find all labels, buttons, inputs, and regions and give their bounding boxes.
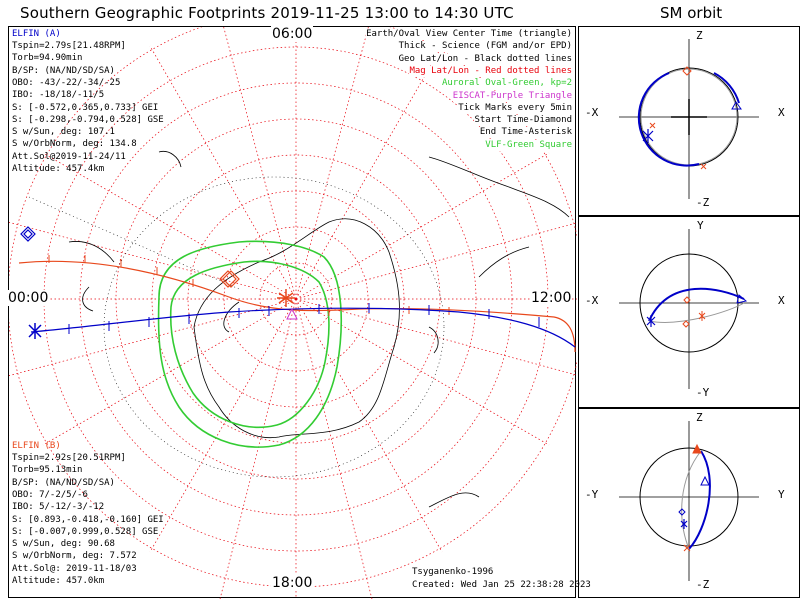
orbit-yz-plot xyxy=(619,421,759,581)
elfin-a-line: S: [-0.298,-0.794,0.528] GSE xyxy=(12,114,164,125)
orbit-yz-top-label: Z xyxy=(696,411,703,424)
model-credit: Tsyganenko-1996 xyxy=(412,567,494,577)
elfin-a-ticks xyxy=(68,303,540,334)
orbit-yz-right-label: Y xyxy=(778,488,785,501)
elfin-a-line: S w/OrbNorm, deg: 134.8 xyxy=(12,139,137,150)
elfin-a-line: S w/Sun, deg: 107.1 xyxy=(12,127,115,138)
legend-entry: Thick - Science (FGM and/or EPD) xyxy=(398,41,572,53)
eiscat-triangle xyxy=(286,307,298,320)
clock-label-left: 00:00 xyxy=(7,290,50,306)
elfin-a-start-diamond xyxy=(20,226,36,242)
elfin-a-line: Altitude: 457.4km xyxy=(12,164,105,174)
orbit-panel-xy: Y -Y -X X xyxy=(578,216,800,408)
elfin-b-line: S w/Sun, deg: 90.68 xyxy=(12,539,115,550)
elfin-b-line: B/SP: (NA/ND/SD/SA) xyxy=(12,477,115,488)
orbit-xz-left-label: -X xyxy=(585,106,599,119)
orbit-xy-bottom-label: -Y xyxy=(696,386,710,399)
orbit-xz-plot xyxy=(619,39,759,199)
elfin-a-line: S: [-0.572,0.365,0.733] GEI xyxy=(12,102,159,113)
elfin-a-title: ELFIN (A) xyxy=(12,29,61,39)
orbit-xy-right-label: X xyxy=(778,294,785,307)
page-title: Southern Geographic Footprints 2019-11-2… xyxy=(20,4,514,22)
legend-entry: Auroral Oval-Green, kp=2 xyxy=(441,78,572,90)
orbit-panel-yz: Z -Z -Y Y xyxy=(578,408,800,598)
elfin-b-title: ELFIN (B) xyxy=(12,441,61,451)
legend-entry: Earth/Oval View Center Time (triangle) xyxy=(366,29,572,40)
elfin-b-line: IBO: 5/-12/-3/-12 xyxy=(12,502,105,513)
legend-entry: Start Time-Diamond xyxy=(474,115,572,127)
elfin-a-line: Tspin=2.79s[21.48RPM] xyxy=(12,41,126,51)
elfin-a-line: OBO: -43/-22/-34/-25 xyxy=(12,77,121,88)
orbit-xz-top-label: Z xyxy=(696,29,703,42)
legend-entry: VLF-Green Square xyxy=(485,139,572,151)
geo-grid xyxy=(28,176,445,478)
mag-lon-lines xyxy=(9,27,577,599)
legend-entry: EISCAT-Purple Triangle xyxy=(452,90,572,102)
elfin-b-line: Att.Sol@: 2019-11-18/03 xyxy=(12,563,137,574)
orbit-xy-left-label: -X xyxy=(585,294,599,307)
orbit-xy-plot xyxy=(619,229,759,389)
orbit-panel-title: SM orbit xyxy=(660,4,723,22)
orbit-xz-right-label: X xyxy=(778,106,785,119)
legend-entry: Geo Lat/Lon - Black dotted lines xyxy=(398,53,572,65)
elfin-a-line: Att.Sol@2019-11-24/11 xyxy=(12,151,126,162)
orbit-panel-xz: Z -Z -X X xyxy=(578,26,800,216)
elfin-b-line: Altitude: 457.0km xyxy=(12,576,105,586)
elfin-b-line: Tspin=2.92s[20.51RPM] xyxy=(12,453,126,463)
elfin-b-line: OBO: 7/-2/5/-6 xyxy=(12,489,88,500)
elfin-a-end-asterisk xyxy=(28,323,42,339)
clock-label-right: 12:00 xyxy=(530,290,573,306)
legend-entry: Tick Marks every 5min xyxy=(458,102,572,114)
clock-label-top: 06:00 xyxy=(271,26,314,42)
footprint-map-panel: 06:00 00:00 12:00 18:00 ELFIN (A) Tspin=… xyxy=(7,26,591,599)
elfin-b-line: Torb=95.13min xyxy=(12,465,83,476)
elfin-a-line: Torb=94.90min xyxy=(12,53,83,64)
elfin-b-line: S: [0.893,-0.418,-0.160] GEI xyxy=(12,514,164,525)
elfin-b-track xyxy=(18,260,576,353)
orbit-xy-top-label: Y xyxy=(697,219,704,232)
legend-entry: Mag Lat/Lon - Red dotted lines xyxy=(409,65,572,77)
clock-label-bottom: 18:00 xyxy=(271,575,314,591)
coastlines xyxy=(68,150,570,508)
auroral-oval xyxy=(157,240,343,448)
orbit-xz-bottom-label: -Z xyxy=(696,196,710,209)
elfin-b-start-diamond xyxy=(219,270,240,288)
elfin-a-line: B/SP: (NA/ND/SD/SA) xyxy=(12,65,115,76)
orbit-yz-bottom-label: -Z xyxy=(696,578,710,591)
elfin-a-line: IBO: -18/18/-11/5 xyxy=(12,90,105,101)
elfin-b-line: S w/OrbNorm, deg: 7.572 xyxy=(12,551,137,562)
elfin-b-end-asterisk xyxy=(277,289,295,307)
legend-entry: End Time-Asterisk xyxy=(479,127,572,139)
elfin-b-line: S: [-0.007,0.999,0.528] GSE xyxy=(12,526,159,537)
created-timestamp: Created: Wed Jan 25 22:38:28 2023 xyxy=(412,580,591,590)
elfin-a-track xyxy=(30,307,576,348)
orbit-yz-left-label: -Y xyxy=(585,488,599,501)
